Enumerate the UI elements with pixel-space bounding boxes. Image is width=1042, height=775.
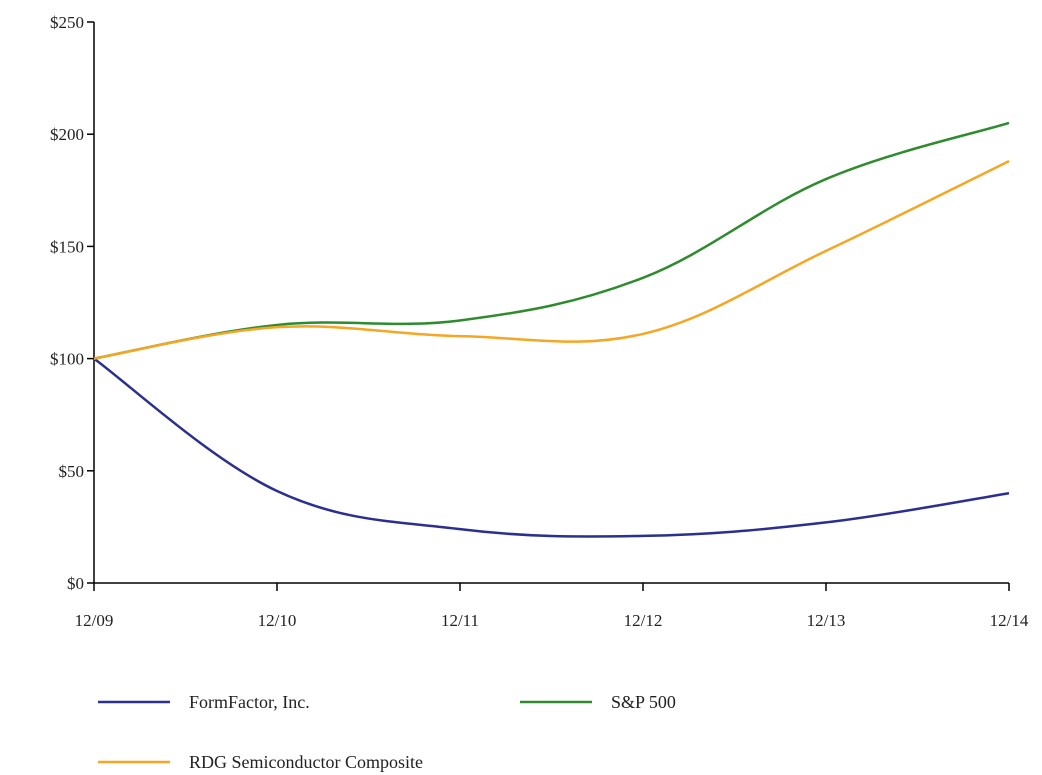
x-tick-label: 12/13	[807, 611, 846, 630]
x-tick-label: 12/14	[990, 611, 1029, 630]
x-tick-label: 12/12	[624, 611, 663, 630]
legend-label: S&P 500	[611, 692, 676, 712]
y-tick-label: $250	[50, 13, 84, 32]
series-lines	[93, 121, 1010, 538]
series-line-formfactor-inc	[93, 357, 1010, 538]
y-tick-label: $100	[50, 350, 84, 369]
legend-item-s-p-500: S&P 500	[520, 692, 676, 712]
legend: FormFactor, Inc. S&P 500 RDG Semiconductor…	[98, 692, 676, 772]
series-line-s-p-500	[93, 121, 1010, 360]
legend-item-formfactor-inc: FormFactor, Inc.	[98, 692, 310, 712]
y-tick-label: $50	[59, 462, 85, 481]
legend-item-rdg-semiconductor-composite: RDG Semiconductor Composite	[98, 752, 423, 772]
x-tick-label: 12/11	[441, 611, 479, 630]
x-tick-label: 12/09	[75, 611, 114, 630]
y-tick-label: $150	[50, 237, 84, 256]
axes: $0 $50 $100 $150 $200 $250 12/09 12/10 12/11 12/1…	[50, 13, 1029, 630]
series-line-rdg-semiconductor-composite	[93, 160, 1010, 360]
x-tick-label: 12/10	[258, 611, 297, 630]
legend-label: RDG Semiconductor Composite	[189, 752, 423, 772]
y-tick-label: $200	[50, 125, 84, 144]
legend-label: FormFactor, Inc.	[189, 692, 310, 712]
y-tick-label: $0	[67, 574, 84, 593]
